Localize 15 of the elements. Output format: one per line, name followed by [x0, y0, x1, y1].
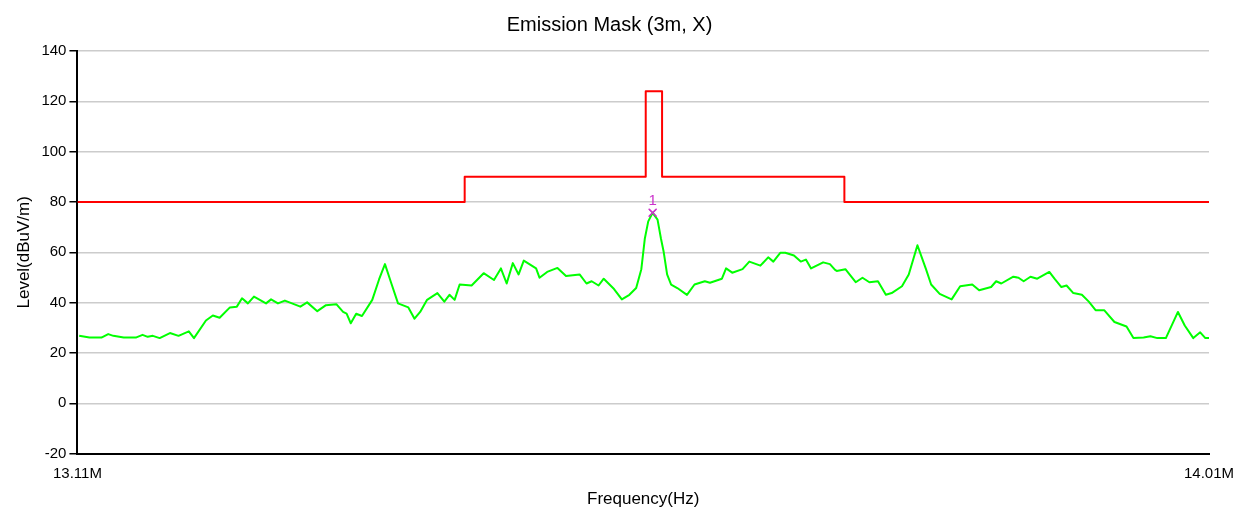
y-tick-label: 140	[41, 41, 67, 59]
y-tick-label: 20	[49, 343, 67, 361]
y-tick-label: 100	[41, 141, 67, 159]
annotation: 1	[648, 191, 657, 209]
y-axis-title: Level(dBuV/m)	[13, 196, 33, 309]
y-tick-label: 80	[49, 192, 67, 210]
y-tick-label: 40	[49, 292, 67, 310]
y-tick-label: 0	[58, 393, 67, 411]
x-tick-label: 14.01M	[1183, 463, 1235, 481]
chart-title: Emission Mask (3m, X)	[506, 12, 713, 35]
y-tick-label: -20	[44, 443, 67, 461]
y-tick-label: 60	[49, 242, 67, 260]
y-tick-label: 120	[41, 91, 67, 109]
x-axis-title: Frequency(Hz)	[587, 489, 700, 509]
x-tick-label: 13.11M	[52, 463, 102, 481]
